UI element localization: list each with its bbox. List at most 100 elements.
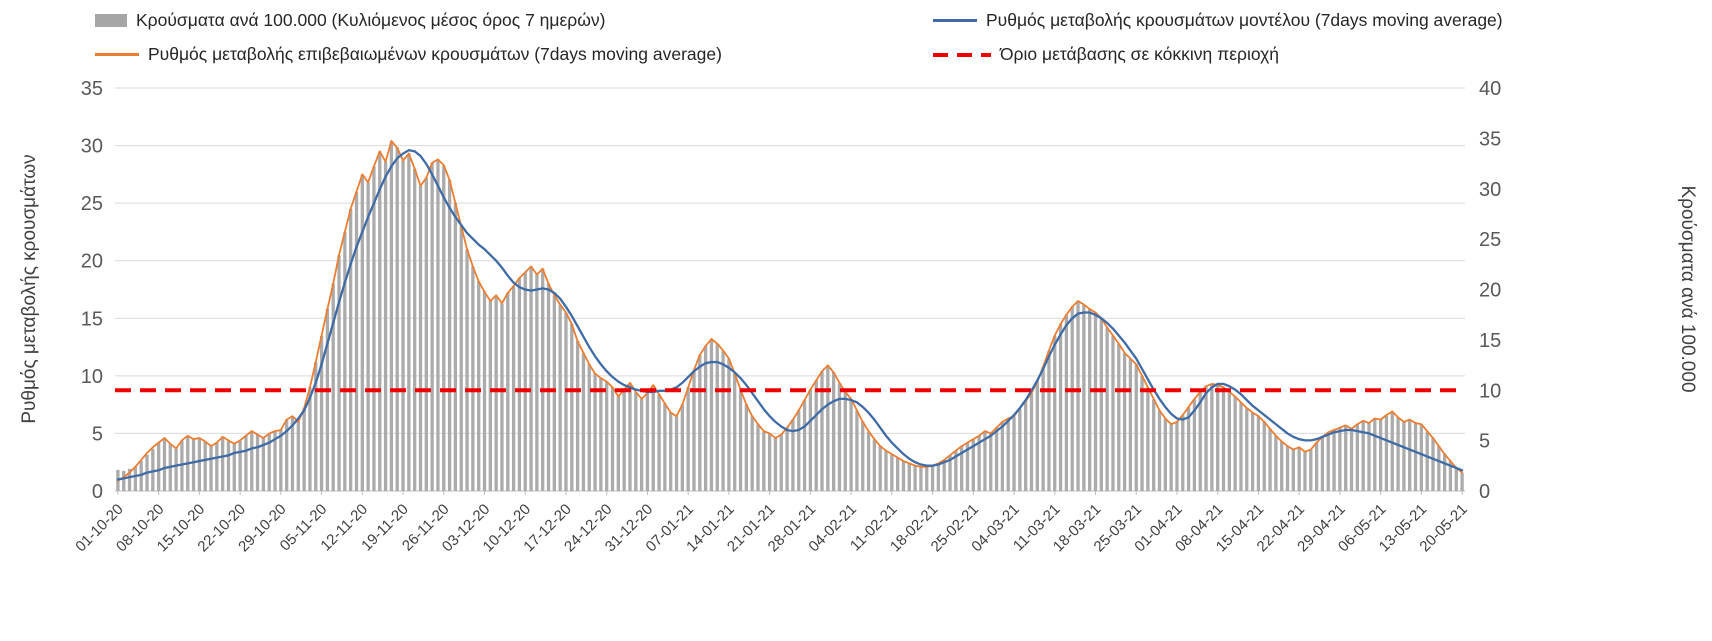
bar xyxy=(349,208,353,491)
bar xyxy=(133,466,138,491)
bar xyxy=(261,437,266,491)
bar xyxy=(1053,335,1057,491)
bar xyxy=(1058,323,1063,491)
bar xyxy=(1105,327,1109,491)
bar xyxy=(430,162,434,492)
bar xyxy=(273,431,277,491)
bar xyxy=(279,429,283,491)
bars-series xyxy=(116,141,1464,492)
bar xyxy=(343,232,347,491)
bar xyxy=(901,460,906,491)
bar xyxy=(1454,467,1458,491)
bar xyxy=(191,439,196,491)
bar xyxy=(1169,424,1173,491)
bar xyxy=(849,399,853,491)
bar xyxy=(1157,410,1162,491)
bar xyxy=(744,404,749,491)
bar xyxy=(907,463,911,491)
bar xyxy=(1378,419,1383,491)
right-axis-tick-label: 20 xyxy=(1479,280,1501,302)
bar xyxy=(610,387,615,491)
bar xyxy=(1163,418,1167,491)
bar xyxy=(593,373,597,491)
bar xyxy=(686,387,690,491)
bar xyxy=(378,151,382,491)
left-axis-tick-label: 10 xyxy=(81,366,103,388)
legend-label-confirmed-rate: Ρυθμός μεταβολής επιβεβαιωμένων κρουσμάτ… xyxy=(148,44,722,64)
bar xyxy=(989,433,993,491)
bar xyxy=(506,292,510,491)
legend-label-red-zone-threshold: Όριο μετάβασης σε κόκκινη περιοχή xyxy=(1000,44,1280,64)
left-axis-tick-label: 15 xyxy=(81,308,103,330)
bar xyxy=(896,457,900,491)
bar xyxy=(180,440,184,492)
bar xyxy=(698,354,702,491)
bar xyxy=(1274,435,1278,491)
bar xyxy=(1384,415,1389,491)
bar xyxy=(1012,416,1016,491)
bar xyxy=(1047,350,1051,491)
bar xyxy=(296,421,300,491)
bar xyxy=(1018,408,1022,491)
bar xyxy=(1041,367,1045,491)
bar xyxy=(250,431,254,491)
bar xyxy=(546,283,551,491)
bar xyxy=(1320,436,1325,491)
bar xyxy=(511,286,516,491)
bar xyxy=(1146,387,1150,491)
bar xyxy=(337,255,341,491)
bar xyxy=(1082,304,1086,491)
bar xyxy=(383,161,388,492)
bar xyxy=(517,278,522,491)
bar xyxy=(884,450,888,491)
bar xyxy=(1024,401,1028,491)
bar xyxy=(1344,425,1348,491)
bar xyxy=(570,323,574,491)
bar xyxy=(581,352,586,491)
bar xyxy=(127,468,132,491)
bar xyxy=(267,433,271,491)
bar xyxy=(1442,453,1447,491)
bar xyxy=(238,440,242,492)
bar xyxy=(1338,427,1342,491)
bar xyxy=(808,389,813,491)
bar xyxy=(983,431,987,491)
bar xyxy=(767,433,772,491)
bar xyxy=(471,266,475,491)
bar xyxy=(1204,386,1208,491)
bar xyxy=(442,165,446,491)
bar xyxy=(156,442,161,491)
bar xyxy=(1076,300,1080,491)
bar xyxy=(1111,335,1115,491)
legend-item-red-zone-threshold: Όριο μετάβασης σε κόκκινη περιοχή xyxy=(933,44,1503,65)
bar xyxy=(750,416,754,491)
bar xyxy=(1402,421,1406,491)
bar xyxy=(401,160,405,492)
bar xyxy=(1245,408,1249,491)
bar xyxy=(308,387,312,491)
bar xyxy=(1175,421,1179,491)
bar xyxy=(919,466,923,491)
bar xyxy=(826,365,830,491)
bar xyxy=(837,383,842,491)
bar xyxy=(1140,376,1144,491)
bar xyxy=(1262,421,1266,491)
bar xyxy=(1349,428,1354,491)
bar xyxy=(1367,423,1371,491)
bar xyxy=(232,443,236,491)
bar xyxy=(1250,412,1255,491)
bar xyxy=(942,459,946,491)
bar xyxy=(488,300,492,491)
bar xyxy=(1268,428,1272,491)
bar xyxy=(1314,442,1319,491)
bar xyxy=(587,364,591,491)
bar xyxy=(645,393,650,491)
bar xyxy=(465,249,469,491)
bar xyxy=(762,431,766,491)
bar xyxy=(354,191,359,491)
left-axis-tick-label: 5 xyxy=(92,423,103,445)
bar xyxy=(1088,308,1092,491)
bar xyxy=(221,436,225,491)
bar xyxy=(209,445,213,491)
